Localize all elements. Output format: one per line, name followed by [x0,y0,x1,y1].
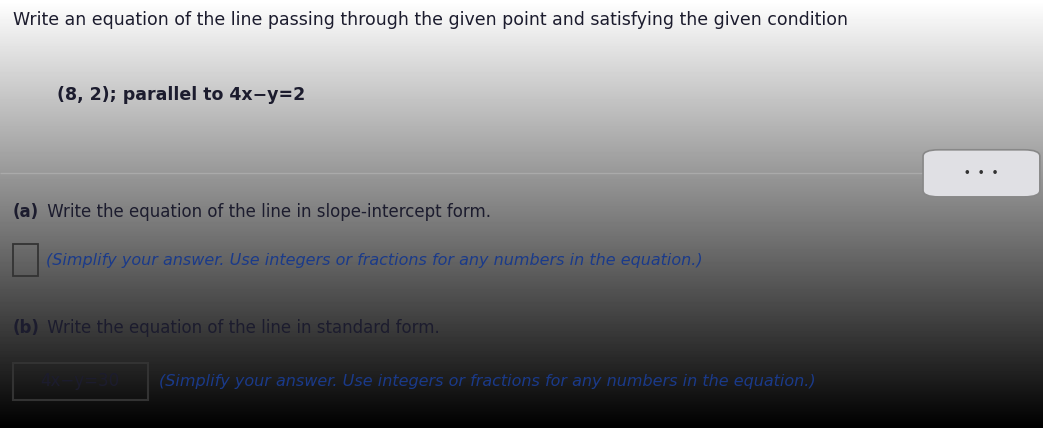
Text: (b): (b) [13,319,40,337]
Text: Write the equation of the line in standard form.: Write the equation of the line in standa… [42,319,439,337]
Text: 4x−y=30: 4x−y=30 [41,372,120,390]
Text: Write the equation of the line in slope-intercept form.: Write the equation of the line in slope-… [42,203,490,221]
Text: (a): (a) [13,203,39,221]
Text: (Simplify your answer. Use integers or fractions for any numbers in the equation: (Simplify your answer. Use integers or f… [46,253,703,268]
Text: •  •  •: • • • [965,168,998,178]
Text: (Simplify your answer. Use integers or fractions for any numbers in the equation: (Simplify your answer. Use integers or f… [159,374,816,389]
Text: Write an equation of the line passing through the given point and satisfying the: Write an equation of the line passing th… [13,11,848,29]
FancyBboxPatch shape [923,150,1040,197]
Text: (8, 2); parallel to 4x−y=2: (8, 2); parallel to 4x−y=2 [57,86,306,104]
